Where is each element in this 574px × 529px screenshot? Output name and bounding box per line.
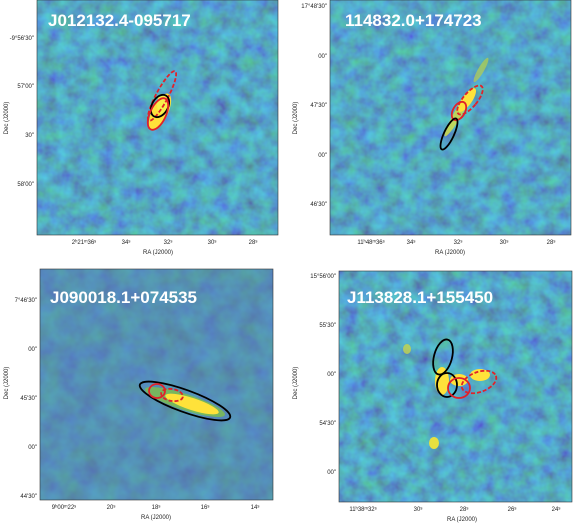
ytick: 00": [327, 372, 336, 378]
ytick: 7°46'30": [15, 298, 37, 304]
panel-title: 114832.0+174723: [345, 11, 482, 30]
beam-ellipses: [439, 84, 484, 151]
black-ellipse: [439, 117, 459, 151]
ytick: 55'30": [319, 323, 336, 329]
map-panel-3: J090018.1+074535 7°46'30" 00" 45'30" 00"…: [0, 265, 287, 529]
xtick: 30ˢ: [414, 507, 423, 513]
black-ellipse: [138, 380, 232, 422]
xtick: 9ʰ00ᵐ22ˢ: [52, 504, 76, 511]
xtick: 32ˢ: [164, 240, 173, 246]
xtick: 32ˢ: [454, 240, 463, 246]
y-tick-labels: 17°48'30" 00" 47'30" 00" 46'30": [301, 4, 327, 208]
source-emission: [444, 57, 489, 137]
x-axis-label: RA (J2000): [143, 250, 173, 256]
x-tick-labels: 9ʰ00ᵐ22ˢ 20ˢ 18ˢ 16ˢ 14ˢ: [52, 504, 260, 511]
ytick: 30": [25, 133, 34, 139]
ytick: 00": [327, 470, 336, 476]
black-ellipse: [436, 372, 458, 398]
y-tick-labels: 15°56'00" 55'30" 00" 54'30" 00": [310, 274, 336, 476]
red-ellipse: [146, 97, 170, 131]
xtick: 30ˢ: [208, 240, 217, 246]
y-axis-label: Dec (J2000): [4, 367, 10, 400]
xtick: 28ˢ: [460, 507, 469, 513]
xtick: 24ˢ: [552, 507, 561, 513]
x-tick-labels: 11ʰ38ᵐ32ˢ 30ˢ 28ˢ 26ˢ 24ˢ: [349, 506, 560, 513]
ytick: 00": [28, 347, 37, 353]
xtick: 28ˢ: [249, 240, 258, 246]
x-axis-label: RA (J2000): [141, 515, 171, 521]
x-axis-label: RA (J2000): [447, 517, 477, 523]
xtick: 2ʰ21ᵐ36ˢ: [72, 239, 96, 246]
x-tick-labels: 11ʰ48ᵐ36ˢ 34ˢ 32ˢ 30ˢ 28ˢ: [357, 239, 555, 246]
panel-title: J113828.1+155450: [347, 288, 493, 307]
ytick: 57'00": [17, 84, 34, 90]
beam-ellipses: [138, 380, 232, 422]
red-dashed-ellipse: [160, 387, 184, 403]
map-noise: [330, 0, 571, 235]
y-axis-label: Dec (J2000): [293, 367, 299, 400]
xtick: 34ˢ: [407, 240, 416, 246]
ytick: 17°48'30": [301, 4, 327, 10]
map-noise: [339, 271, 572, 502]
ytick: 46'30": [310, 202, 327, 208]
xtick: 11ʰ48ᵐ36ˢ: [357, 239, 384, 246]
xtick: 18ˢ: [152, 505, 161, 511]
ytick: 00": [28, 445, 37, 451]
xtick: 28ˢ: [547, 240, 556, 246]
panel-title: J012132.4-095717: [48, 11, 191, 30]
xtick: 26ˢ: [508, 507, 517, 513]
xtick: 34ˢ: [122, 240, 131, 246]
ytick: 45'30": [20, 396, 37, 402]
ytick: 15°56'00": [310, 274, 336, 280]
red-ellipse: [447, 377, 471, 399]
y-axis-label: Dec (J2000): [4, 102, 10, 135]
map-panel-1: J012132.4-095717 -9°56'30" 57'00" 30" 58…: [0, 0, 287, 265]
black-ellipse: [432, 338, 454, 376]
y-tick-labels: 7°46'30" 00" 45'30" 00" 44'30": [15, 298, 37, 500]
map-panel-4: J113828.1+155450 15°56'00" 55'30" 00" 54…: [287, 265, 574, 529]
ytick: 58'00": [17, 182, 34, 188]
red-dashed-ellipse: [456, 84, 484, 116]
y-axis-label: Dec (J2000): [293, 102, 299, 135]
beam-ellipses: [432, 338, 498, 399]
xtick: 30ˢ: [500, 240, 509, 246]
x-tick-labels: 2ʰ21ᵐ36ˢ 34ˢ 32ˢ 30ˢ 28ˢ: [72, 239, 258, 246]
red-ellipse: [148, 383, 166, 399]
y-tick-labels: -9°56'30" 57'00" 30" 58'00": [10, 36, 34, 188]
xtick: 11ʰ38ᵐ32ˢ: [349, 506, 376, 513]
ytick: -9°56'30": [10, 36, 34, 42]
ytick: 47'30": [310, 103, 327, 109]
x-axis-label: RA (J2000): [435, 250, 465, 256]
map-panel-4-svg: J113828.1+155450 15°56'00" 55'30" 00" 54…: [293, 270, 573, 523]
ytick: 00": [318, 54, 327, 60]
xtick: 16ˢ: [201, 505, 210, 511]
map-panel-1-svg: J012132.4-095717 -9°56'30" 57'00" 30" 58…: [4, 0, 279, 256]
ytick: 00": [318, 153, 327, 159]
beam-ellipses: [146, 70, 178, 131]
red-dashed-ellipse: [146, 70, 178, 122]
map-panel-2: 114832.0+174723 17°48'30" 00" 47'30" 00"…: [287, 0, 574, 265]
ytick: 54'30": [319, 421, 336, 427]
map-panel-2-svg: 114832.0+174723 17°48'30" 00" 47'30" 00"…: [293, 0, 572, 256]
map-panel-3-svg: J090018.1+074535 7°46'30" 00" 45'30" 00"…: [4, 268, 274, 521]
ytick: 44'30": [20, 494, 37, 500]
xtick: 14ˢ: [251, 505, 260, 511]
xtick: 20ˢ: [107, 505, 116, 511]
panel-title: J090018.1+074535: [50, 288, 197, 307]
